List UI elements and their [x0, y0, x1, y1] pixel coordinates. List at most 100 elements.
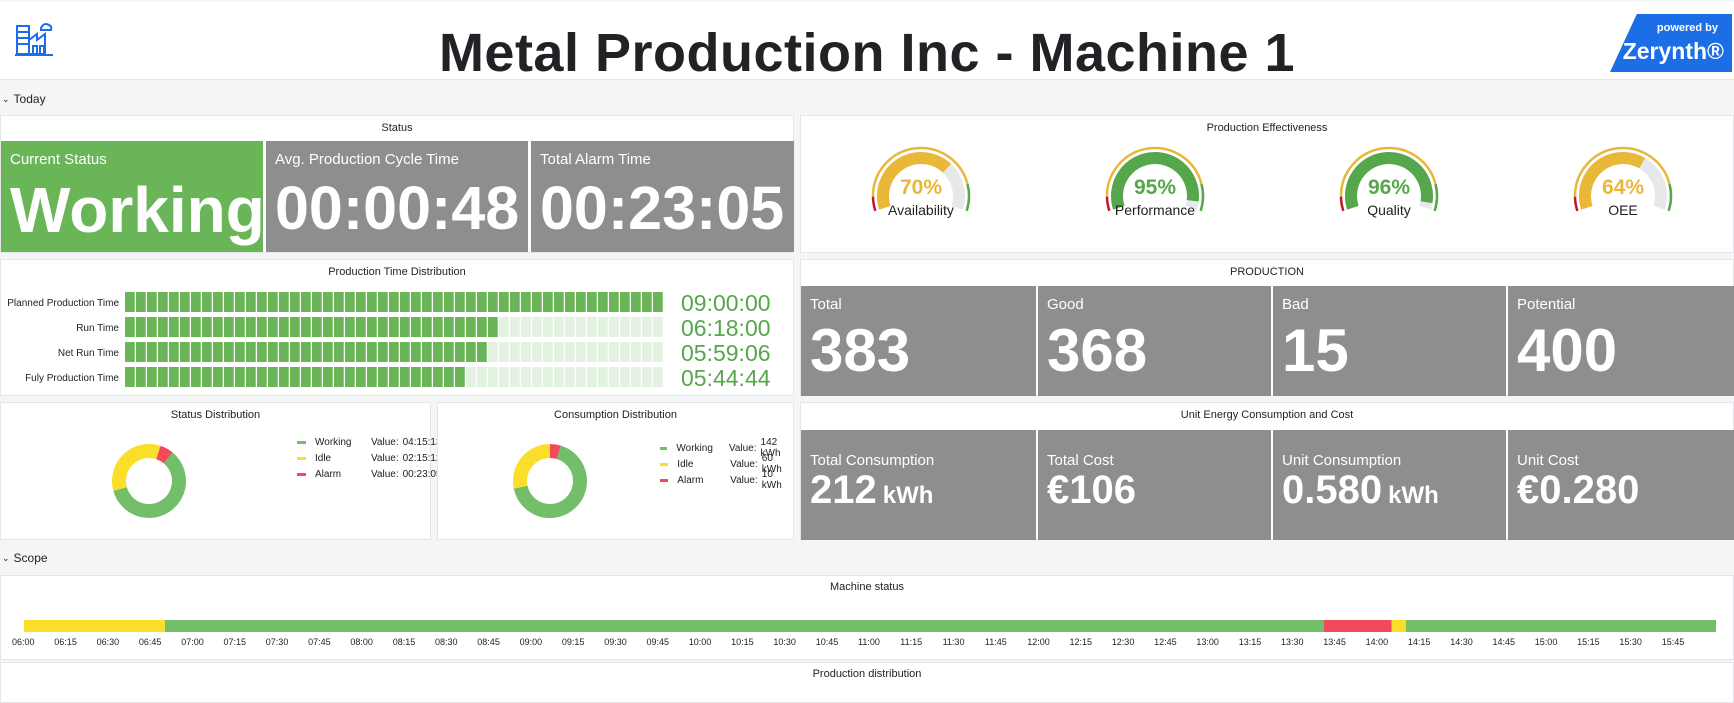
distribution-cell: [510, 367, 520, 387]
distribution-cell: [653, 342, 663, 362]
gauge-threshold-red: [1105, 196, 1111, 212]
distribution-cell: [180, 317, 190, 337]
alarm-time-tile: Total Alarm Time 00:23:05: [531, 141, 794, 252]
legend-name: Working: [676, 442, 713, 454]
timeline-segment-working[interactable]: [165, 620, 1325, 632]
donut-slice-alarm: [155, 445, 173, 464]
tile-label: Potential: [1517, 296, 1576, 313]
tile-value: 400: [1517, 317, 1618, 384]
distribution-cell: [532, 317, 542, 337]
distribution-cell: [389, 317, 399, 337]
timeline-tick-label: 08:30: [435, 637, 458, 647]
legend-item-working[interactable]: Working Value: 142 kWh: [660, 437, 793, 459]
tile-value: 212 kWh: [810, 468, 933, 513]
donut-slice-alarm: [549, 444, 561, 460]
prod-tile-good: Good 368: [1038, 286, 1271, 396]
legend-name: Idle: [677, 458, 694, 470]
legend-value-prefix: Value:: [371, 437, 399, 448]
tile-unit: kWh: [882, 482, 934, 509]
distribution-cell: [455, 367, 465, 387]
distribution-cell: [268, 292, 278, 312]
timeline-tick-label: 13:45: [1323, 637, 1346, 647]
tile-label: Unit Consumption: [1282, 452, 1402, 469]
timeline-tick-label: 06:00: [12, 637, 35, 647]
timeline-tick-label: 10:30: [773, 637, 796, 647]
distribution-cell: [301, 367, 311, 387]
timeline-segment-alarm[interactable]: [1324, 620, 1392, 632]
distribution-cell: [158, 292, 168, 312]
brand-powered-text: powered by: [1656, 22, 1718, 34]
gauge-label: OEE: [1608, 202, 1638, 218]
machine-status-title: Machine status: [830, 581, 904, 593]
distribution-cell: [191, 317, 201, 337]
timeline-segment-working[interactable]: [1405, 620, 1716, 632]
timeline-tick-label: 07:15: [223, 637, 247, 647]
distribution-cell: [136, 342, 146, 362]
distribution-cell: [477, 342, 487, 362]
distribution-cell: [411, 367, 421, 387]
gauge-performance: [1105, 146, 1205, 212]
row-toggle-today[interactable]: ⌄ Today: [2, 92, 46, 106]
distribution-cell: [191, 367, 201, 387]
distribution-cell: [345, 292, 355, 312]
timeline-tick-label: 09:15: [561, 637, 585, 647]
distribution-cell: [312, 367, 322, 387]
distribution-cell: [565, 342, 575, 362]
distribution-cell: [389, 292, 399, 312]
time-distribution-panel: Production Time Distribution Planned Pro…: [0, 259, 794, 396]
distribution-row-time: 05:44:44: [681, 365, 771, 391]
distribution-cell: [169, 292, 179, 312]
distribution-cell: [213, 292, 223, 312]
timeline-tick-label: 15:15: [1577, 637, 1600, 647]
distribution-cell: [455, 342, 465, 362]
gauge-value-arc: [1579, 152, 1646, 210]
distribution-cell: [444, 317, 454, 337]
distribution-cell: [389, 367, 399, 387]
distribution-cell: [565, 367, 575, 387]
distribution-cell: [235, 367, 245, 387]
gauge-threshold-yellow: [1573, 146, 1671, 197]
distribution-cell: [125, 292, 135, 312]
distribution-row-label: Net Run Time: [57, 348, 119, 359]
distribution-cell: [356, 292, 366, 312]
tile-number: 0.580: [1282, 468, 1383, 512]
alarm-time-value: 00:23:05: [540, 174, 785, 242]
legend-item-working[interactable]: Working Value: 04:15:13: [297, 437, 442, 448]
distribution-cell: [257, 367, 267, 387]
gauge-threshold-yellow: [1105, 146, 1203, 197]
distribution-cell: [202, 317, 212, 337]
distribution-cell: [224, 342, 234, 362]
avg-cycle-tile: Avg. Production Cycle Time 00:00:48: [266, 141, 528, 252]
distribution-cell: [345, 317, 355, 337]
row-toggle-scope[interactable]: ⌄ Scope: [2, 551, 48, 565]
distribution-cell: [158, 342, 168, 362]
distribution-cell: [488, 342, 498, 362]
distribution-cell: [598, 292, 608, 312]
legend-value-prefix: Value:: [730, 458, 758, 470]
distribution-cell: [532, 292, 542, 312]
legend-item-alarm[interactable]: Alarm Value: 00:23:05: [297, 469, 442, 480]
distribution-cell: [268, 342, 278, 362]
distribution-cell: [554, 317, 564, 337]
legend-item-idle[interactable]: Idle Value: 02:15:12: [297, 453, 442, 464]
distribution-cell: [400, 317, 410, 337]
timeline-tick-label: 14:00: [1365, 637, 1389, 647]
distribution-cell: [466, 292, 476, 312]
distribution-row-bar: [125, 367, 663, 387]
distribution-cell: [521, 317, 531, 337]
distribution-cell: [587, 342, 597, 362]
distribution-cell: [554, 342, 564, 362]
distribution-cell: [147, 342, 157, 362]
distribution-cell: [147, 317, 157, 337]
timeline-segment-idle[interactable]: [24, 620, 165, 632]
legend-item-alarm[interactable]: Alarm Value: 10 kWh: [660, 469, 793, 491]
legend-value: 60 kWh: [761, 453, 782, 475]
timeline-segment-idle[interactable]: [1391, 620, 1406, 632]
distribution-cell: [400, 342, 410, 362]
distribution-cell: [620, 292, 630, 312]
distribution-cell: [477, 367, 487, 387]
legend-item-idle[interactable]: Idle Value: 60 kWh: [660, 453, 793, 475]
timeline-tick-label: 12:45: [1154, 637, 1177, 647]
distribution-cell: [323, 342, 333, 362]
distribution-cell: [631, 367, 641, 387]
